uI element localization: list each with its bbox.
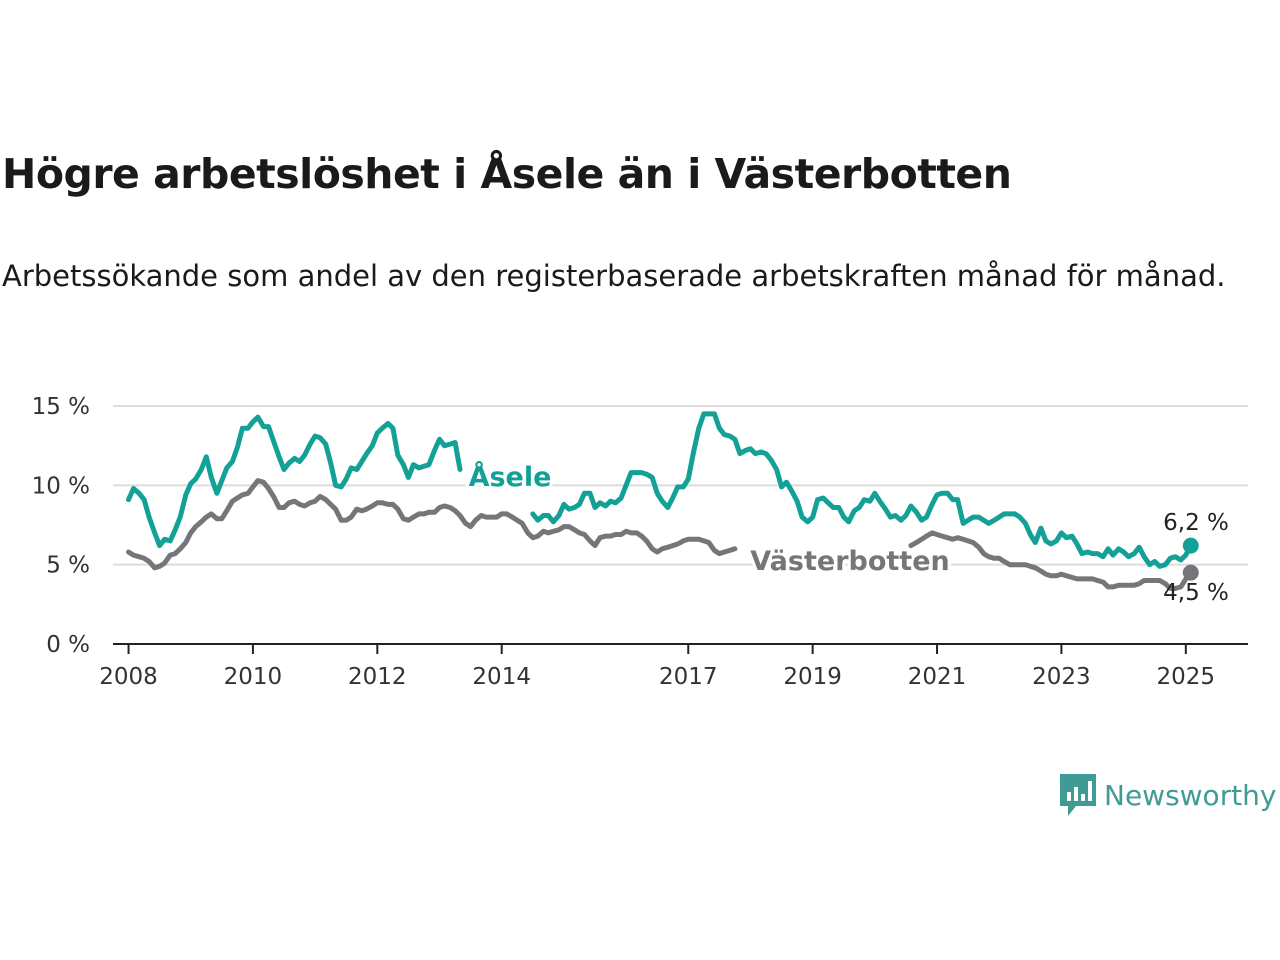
series-line-asele	[126, 414, 463, 549]
x-tick-label: 2025	[1157, 664, 1216, 690]
series-line-vasterbotten	[126, 478, 738, 571]
brand-name: Newsworthy	[1104, 778, 1277, 812]
x-tick-label: 2023	[1032, 664, 1091, 690]
x-tick-label: 2014	[472, 664, 531, 690]
series-endpoint-asele	[1182, 537, 1199, 554]
x-tick-label: 2017	[659, 664, 718, 690]
y-tick-label: 15 %	[32, 394, 90, 420]
x-tick-label: 2012	[348, 664, 407, 690]
y-tick-label: 10 %	[32, 473, 90, 499]
end-value-asele: 6,2 %	[1163, 510, 1229, 536]
y-tick-label: 5 %	[46, 553, 90, 579]
y-axis-ticks: 0 % 5 % 10 % 15 %	[32, 394, 90, 658]
series-lines	[126, 411, 1199, 591]
grid-lines	[113, 405, 1248, 645]
y-tick-label: 0 %	[46, 632, 90, 658]
series-label-vasterbotten: Västerbotten	[750, 546, 949, 577]
series-line-asele	[530, 411, 1194, 569]
series-label-asele: Åsele	[469, 461, 552, 493]
x-tick-label: 2010	[224, 664, 283, 690]
x-axis-ticks: 2008 2010 2012 2014 2017 2019 2021 2023 2025	[99, 644, 1215, 690]
series-line-vasterbotten	[908, 530, 1194, 591]
newsworthy-logo-icon	[1060, 774, 1096, 816]
chart-subtitle: Arbetssökande som andel av den registerb…	[2, 259, 1226, 293]
chart-title: Högre arbetslöshet i Åsele än i Västerbo…	[2, 150, 1012, 198]
line-chart: 0 %5 %10 %15 % 2008 2010 2012 2014 2017 2019 2…	[32, 394, 1248, 690]
x-tick-label: 2008	[99, 664, 158, 690]
end-value-vasterbotten: 4,5 %	[1163, 580, 1229, 606]
newsworthy-logo: Newsworthy	[1058, 772, 1277, 818]
x-tick-label: 2021	[908, 664, 967, 690]
x-tick-label: 2019	[783, 664, 842, 690]
series-labels: Åsele Västerbotten 6,2 % 4,5 %	[466, 458, 1229, 606]
series-endpoint-vasterbotten	[1182, 564, 1199, 581]
